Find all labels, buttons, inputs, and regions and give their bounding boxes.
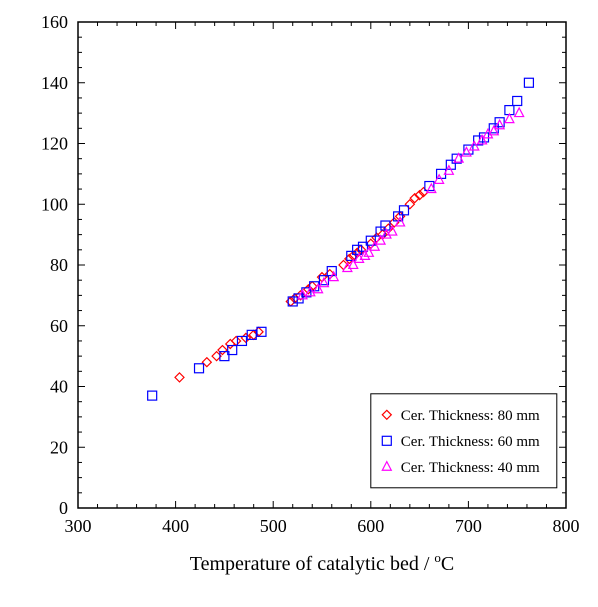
- svg-text:400: 400: [162, 516, 189, 536]
- legend-label: Cer. Thickness: 60 mm: [401, 434, 540, 450]
- legend: Cer. Thickness: 80 mm Cer. Thickness: 60 …: [371, 394, 557, 488]
- svg-text:80: 80: [50, 255, 68, 275]
- svg-text:500: 500: [260, 516, 287, 536]
- svg-text:40: 40: [50, 377, 68, 397]
- svg-text:120: 120: [41, 134, 68, 154]
- svg-text:600: 600: [357, 516, 384, 536]
- svg-text:Temperature of catalytic bed /: Temperature of catalytic bed / oC: [190, 550, 454, 575]
- svg-text:140: 140: [41, 73, 68, 93]
- scatter-chart: 300400500600700800Temperature of catalyt…: [0, 0, 598, 607]
- svg-text:700: 700: [455, 516, 482, 536]
- svg-text:160: 160: [41, 12, 68, 32]
- svg-text:20: 20: [50, 437, 68, 457]
- chart-svg: 300400500600700800Temperature of catalyt…: [0, 0, 598, 607]
- svg-text:0: 0: [59, 498, 68, 518]
- legend-label: Cer. Thickness: 40 mm: [401, 460, 540, 476]
- svg-text:800: 800: [553, 516, 580, 536]
- svg-text:100: 100: [41, 194, 68, 214]
- legend-label: Cer. Thickness: 80 mm: [401, 408, 540, 424]
- svg-text:300: 300: [65, 516, 92, 536]
- svg-text:60: 60: [50, 316, 68, 336]
